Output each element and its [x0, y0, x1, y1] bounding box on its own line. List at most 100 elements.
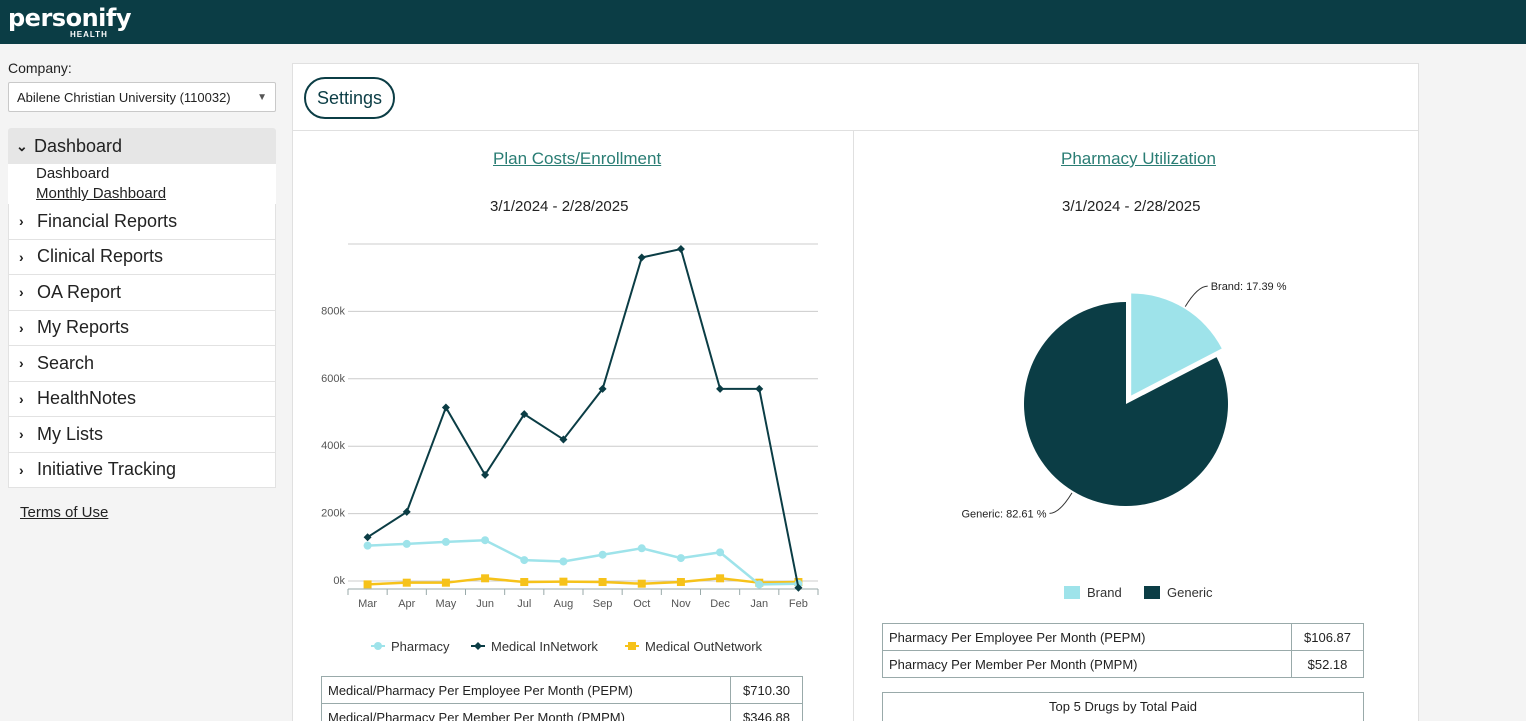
dashboard-panel: Settings Plan Costs/Enrollment 3/1/2024 … [292, 63, 1419, 721]
table-cell-label: Pharmacy Per Member Per Month (PMPM) [882, 650, 1292, 678]
pharmacy-utilization-pie-chart: Brand: 17.39 % Generic: 82.61 % Brand Gener… [961, 281, 1286, 600]
nav-item-oa-report[interactable]: › OA Report [8, 275, 276, 311]
data-point-pharmacy [481, 536, 490, 545]
pie-data-label: Generic: 82.61 % [961, 508, 1046, 520]
settings-button[interactable]: Settings [304, 77, 396, 119]
x-tick-label: Mar [358, 598, 377, 610]
caret-down-icon: ▼ [257, 92, 267, 103]
legend-label: Medical InNetwork [491, 639, 598, 654]
data-point-medical-outnetwork [598, 578, 607, 587]
pharmacy-table: Pharmacy Per Employee Per Month (PEPM) $… [882, 623, 1364, 678]
chevron-right-icon: › [19, 461, 24, 478]
pie-slice-brand [1131, 293, 1222, 396]
legend-label: Pharmacy [391, 639, 450, 654]
nav-item-financial-reports[interactable]: › Financial Reports [8, 204, 276, 240]
data-point-medical-innetwork [559, 435, 568, 444]
nav-item-label: Financial Reports [37, 210, 178, 231]
plan-costs-title[interactable]: Plan Costs/Enrollment [493, 149, 662, 168]
nav-dashboard-label: Dashboard [34, 135, 123, 156]
chevron-right-icon: › [19, 284, 24, 301]
data-point-pharmacy [598, 550, 607, 559]
nav-dashboard-submenu: Dashboard Monthly Dashboard [8, 164, 276, 204]
nav-item-healthnotes[interactable]: › HealthNotes [8, 381, 276, 417]
legend-marker [628, 642, 636, 650]
x-tick-label: Nov [671, 598, 691, 610]
data-point-medical-outnetwork [637, 579, 646, 588]
legend-marker [474, 642, 482, 650]
pharmacy-utilization-title[interactable]: Pharmacy Utilization [1061, 149, 1216, 168]
y-tick-label: 800k [321, 305, 345, 317]
table-row: Pharmacy Per Member Per Month (PMPM) $52… [882, 650, 1364, 678]
y-tick-label: 200k [321, 508, 345, 520]
top-5-drugs-header: Top 5 Drugs by Total Paid [882, 692, 1364, 721]
nav-item-label: Clinical Reports [37, 246, 164, 267]
data-point-medical-outnetwork [559, 577, 568, 586]
sidebar: Company: Abilene Christian University (1… [8, 60, 276, 521]
x-tick-label: Sep [593, 598, 613, 610]
data-point-pharmacy [520, 556, 529, 565]
nav-item-label: My Lists [37, 423, 104, 444]
data-point-medical-innetwork [481, 470, 490, 479]
y-tick-label: 600k [321, 373, 345, 385]
card-divider [853, 130, 854, 721]
series-line-pharmacy [367, 538, 799, 586]
data-point-pharmacy [716, 548, 725, 557]
table-cell-value: $52.18 [1291, 650, 1364, 678]
top-bar: personify HEALTH [0, 0, 1526, 44]
table-row: Pharmacy Per Employee Per Month (PEPM) $… [882, 623, 1364, 651]
personify-logo[interactable]: personify HEALTH [8, 5, 131, 39]
series-line-medical-innetwork [367, 247, 800, 588]
plan-costs-date: 3/1/2024 - 2/28/2025 [490, 198, 629, 215]
table-row: Medical/Pharmacy Per Member Per Month (P… [321, 703, 803, 721]
nav-dashboard-header[interactable]: ⌄ Dashboard [8, 128, 276, 164]
nav-sub-monthly-dashboard[interactable]: Monthly Dashboard [36, 185, 167, 202]
data-point-pharmacy [402, 539, 411, 548]
nav-item-label: Initiative Tracking [37, 459, 177, 480]
pie-slice-generic [1024, 302, 1228, 506]
table-cell-value: $346.88 [730, 703, 803, 721]
data-point-medical-innetwork [755, 384, 764, 393]
pharmacy-utilization-date: 3/1/2024 - 2/28/2025 [1062, 198, 1201, 215]
nav-item-my-reports[interactable]: › My Reports [8, 310, 276, 346]
panel-divider [293, 130, 1418, 131]
x-tick-label: Jan [750, 598, 768, 610]
x-tick-label: Apr [398, 598, 415, 610]
company-label: Company: [8, 60, 72, 76]
nav-item-clinical-reports[interactable]: › Clinical Reports [8, 239, 276, 275]
plan-costs-table: Medical/Pharmacy Per Employee Per Month … [321, 676, 803, 721]
data-point-pharmacy [755, 580, 764, 589]
terms-of-use-link[interactable]: Terms of Use [20, 504, 109, 521]
x-tick-label: Jun [476, 598, 494, 610]
data-point-medical-innetwork [716, 384, 725, 393]
data-point-medical-innetwork [637, 253, 646, 262]
logo-sub: HEALTH [70, 30, 108, 39]
x-tick-label: Dec [710, 598, 730, 610]
data-point-medical-outnetwork [520, 578, 529, 587]
nav-menu: ⌄ Dashboard Dashboard Monthly Dashboard … [8, 128, 276, 488]
nav-item-initiative-tracking[interactable]: › Initiative Tracking [8, 452, 276, 488]
legend-item-pharmacy: Pharmacy [371, 639, 450, 654]
chevron-right-icon: › [19, 355, 24, 372]
nav-sub-dashboard[interactable]: Dashboard [36, 165, 110, 182]
legend-item-generic: Generic [1144, 585, 1213, 600]
data-point-pharmacy [637, 544, 646, 553]
nav-item-my-lists[interactable]: › My Lists [8, 417, 276, 453]
table-cell-value: $106.87 [1291, 623, 1364, 651]
data-point-pharmacy [363, 541, 372, 550]
chevron-right-icon: › [19, 390, 24, 407]
data-point-medical-innetwork [402, 507, 411, 516]
chevron-right-icon: › [19, 213, 24, 230]
chevron-right-icon: › [19, 426, 24, 443]
data-point-medical-outnetwork [481, 574, 490, 583]
plan-costs-line-chart: 0k 200k 400k 600k 800k Mar Apr May Jun Jul Aug Sep O… [321, 243, 819, 654]
legend-label: Medical OutNetwork [645, 639, 763, 654]
table-cell-value: $710.30 [730, 676, 803, 704]
data-point-pharmacy [559, 557, 568, 566]
data-point-medical-innetwork [794, 583, 803, 592]
legend-swatch [1144, 586, 1160, 599]
data-point-medical-outnetwork [441, 578, 450, 587]
data-point-pharmacy [676, 554, 685, 563]
nav-item-search[interactable]: › Search [8, 346, 276, 382]
chevron-right-icon: › [19, 248, 24, 265]
company-select[interactable]: Abilene Christian University (110032) ▼ [8, 82, 276, 112]
